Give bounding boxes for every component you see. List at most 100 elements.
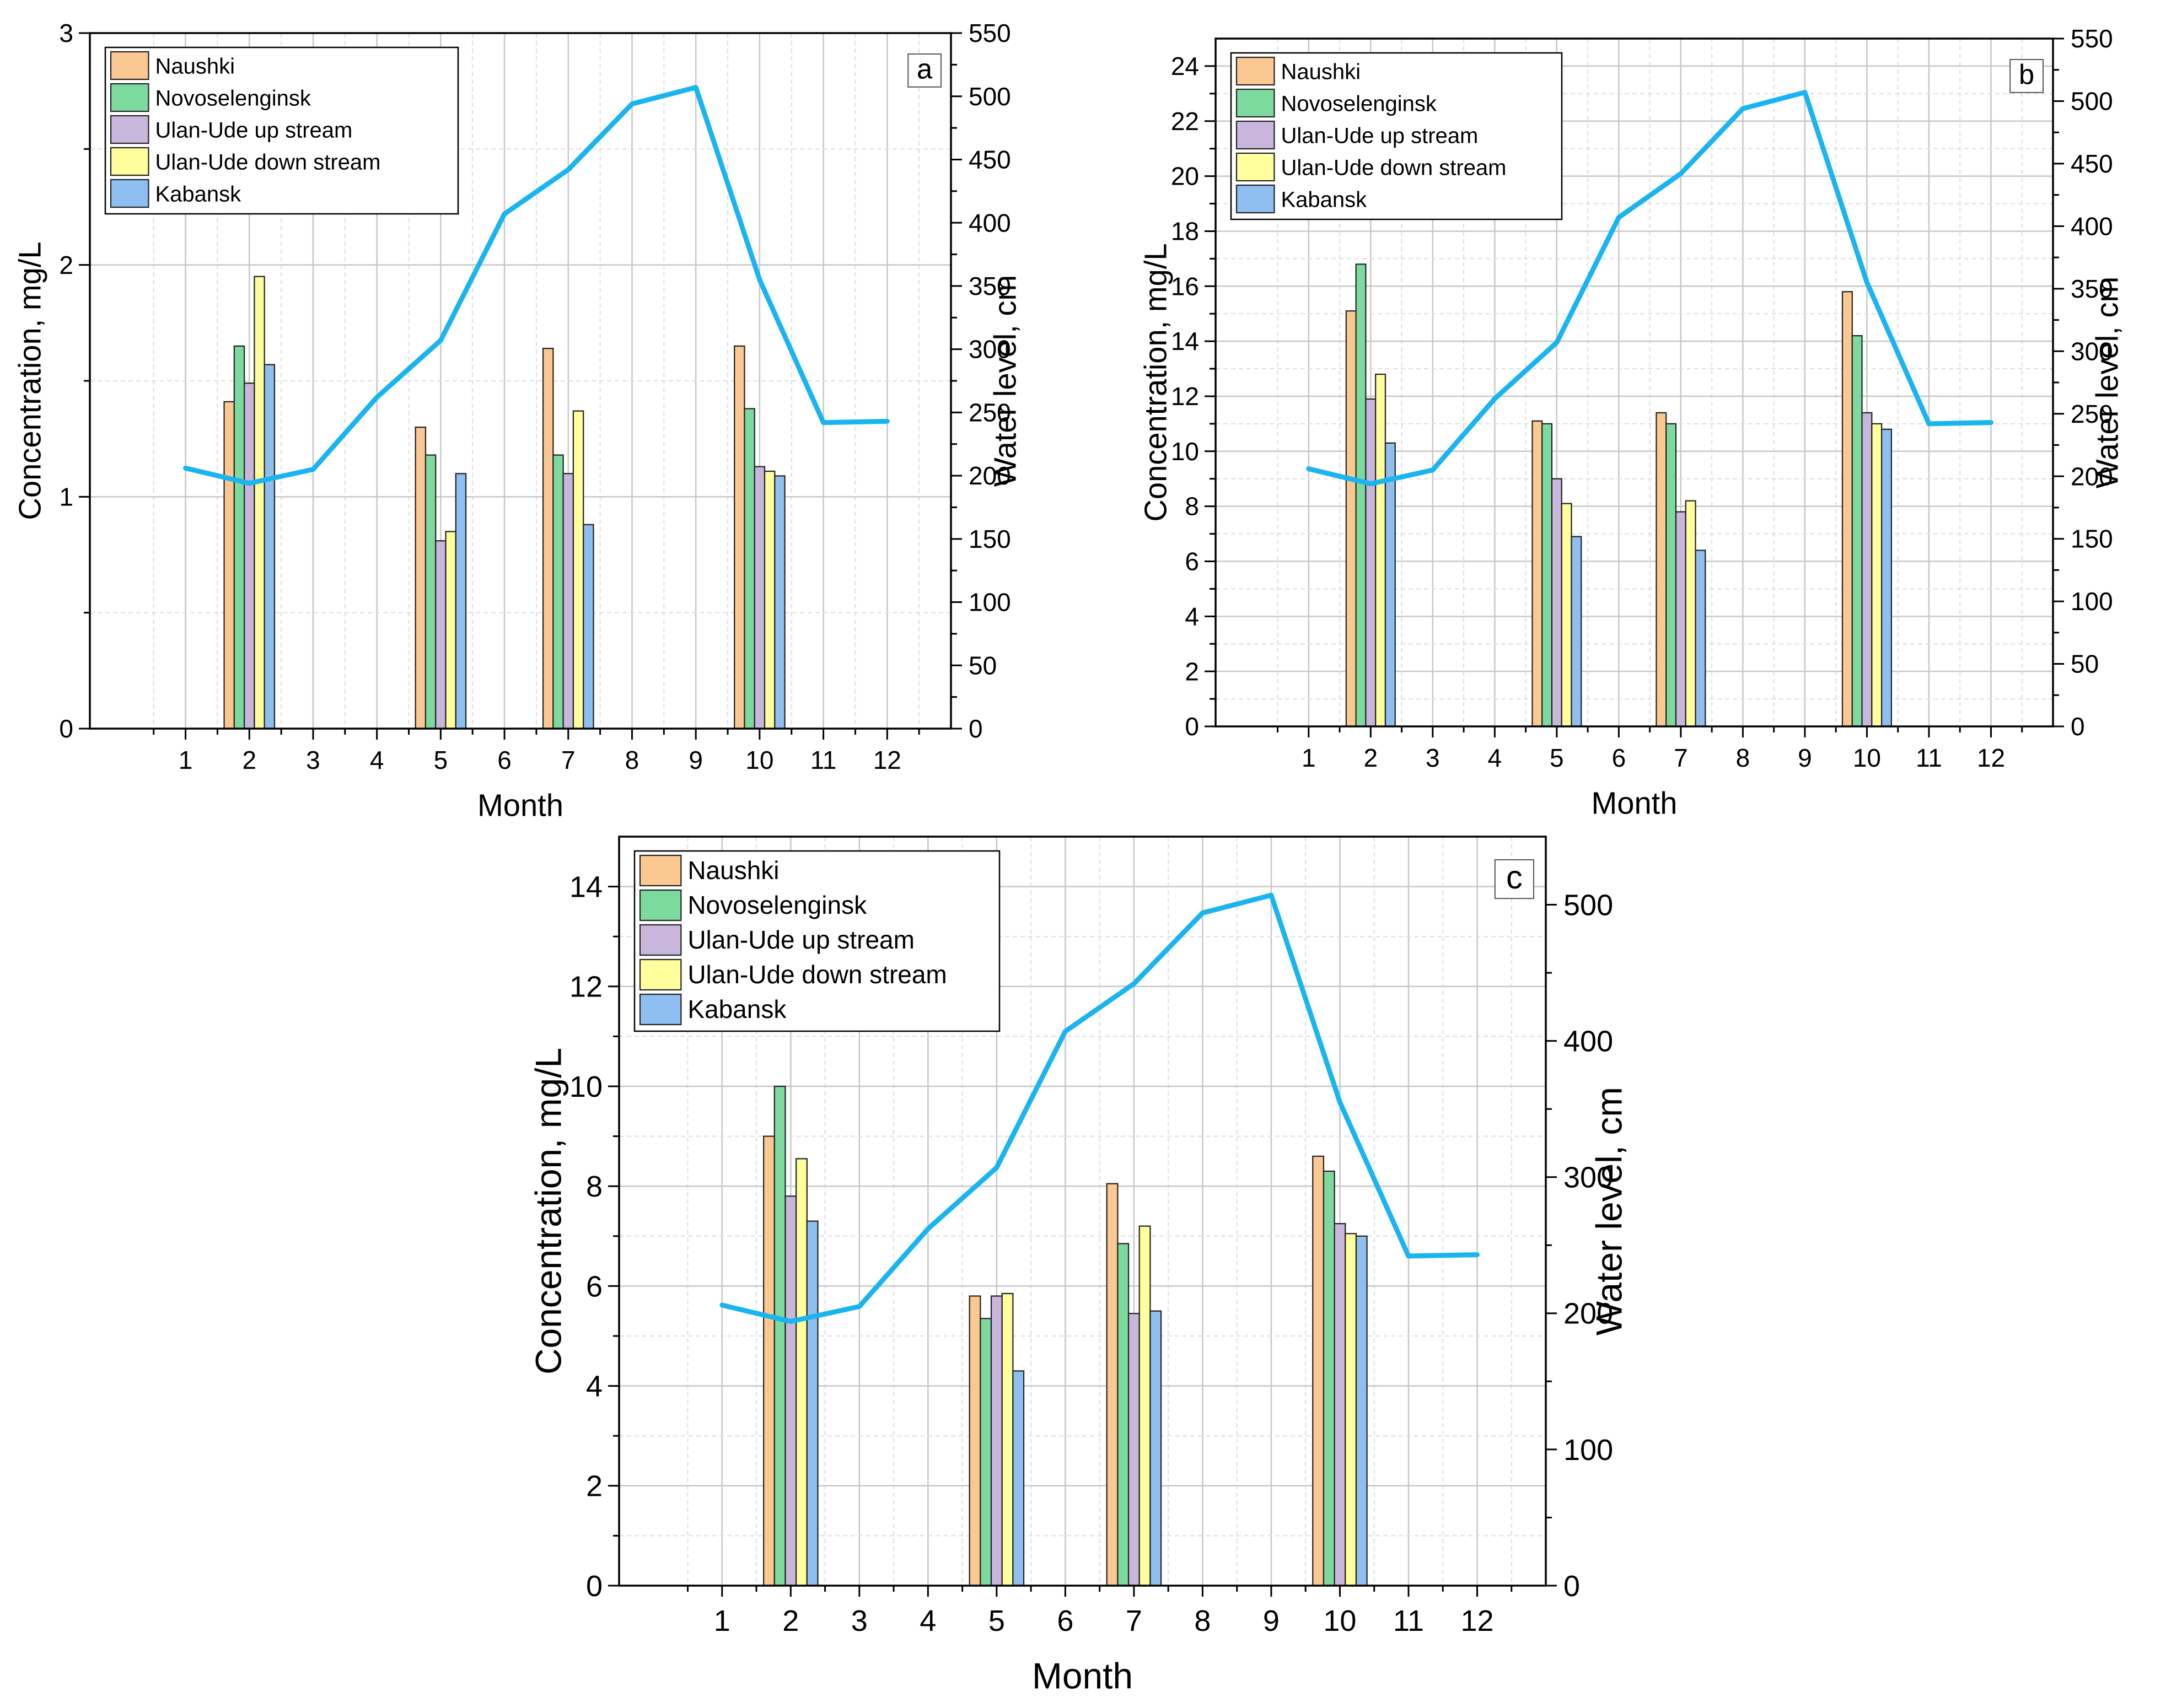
panel-label-box	[907, 53, 942, 88]
x-tick-label: 5	[434, 746, 448, 774]
bar-2-2-0	[784, 1195, 797, 1587]
y-tick-label: 16	[1171, 272, 1199, 300]
y2-tick-label: 0	[969, 714, 983, 743]
bar-0-4-0	[264, 364, 276, 730]
x-tick-label: 9	[689, 746, 703, 774]
legend-box	[1230, 52, 1563, 220]
bar-0-1-0	[233, 345, 245, 730]
plot-frame	[618, 836, 1547, 1587]
panel-label-box	[1494, 859, 1535, 899]
y-tick-label: 4	[1185, 602, 1199, 631]
y2-tick-label: 500	[2071, 87, 2113, 116]
bar-0-3-2	[572, 410, 584, 730]
bar-1-1-1	[1541, 423, 1553, 728]
bar-1-4-3	[1881, 428, 1892, 728]
legend-label: Ulan-Ude up stream	[687, 925, 915, 954]
y2-tick-label: 300	[969, 335, 1011, 364]
legend-label: Naushki	[1281, 60, 1361, 84]
legend-swatch	[639, 924, 682, 956]
y2-tick-label: 0	[2071, 712, 2085, 741]
bar-1-1-2	[1665, 423, 1677, 728]
bar-1-3-1	[1561, 503, 1572, 728]
y-axis-label: Concentration, mg/L	[12, 241, 47, 520]
y2-tick-label: 400	[2071, 212, 2113, 240]
x-tick-label: 8	[1194, 1604, 1211, 1637]
legend-swatch	[1235, 88, 1275, 118]
chart-panel-c: 1 2 3 4 5 6 7 8 9 10 11 120246810121401002003004005…	[528, 836, 1630, 1696]
y2-tick-label: 200	[1563, 1297, 1613, 1330]
x-tick-label: 6	[497, 746, 512, 774]
bar-1-3-0	[1375, 373, 1386, 728]
bar-0-4-3	[774, 475, 786, 730]
panel-label: b	[2019, 58, 2034, 90]
bar-1-3-2	[1685, 500, 1696, 728]
bar-1-0-2	[1656, 412, 1667, 728]
x-tick-label: 1	[714, 1604, 730, 1637]
legend-swatch	[110, 83, 149, 112]
y-tick-label: 0	[586, 1570, 603, 1603]
y-tick-label: 8	[586, 1170, 603, 1203]
y-tick-label: 18	[1171, 217, 1199, 246]
y2-tick-label: 350	[2071, 274, 2113, 303]
legend-label: Kabansk	[687, 995, 787, 1023]
legend-swatch	[110, 147, 149, 176]
bar-0-0-2	[542, 348, 554, 730]
y2-tick-label: 100	[2071, 587, 2113, 616]
bar-1-2-0	[1365, 398, 1377, 728]
y-tick-label: 4	[586, 1370, 603, 1403]
y-tick-label: 2	[1185, 657, 1199, 686]
x-tick-label: 10	[1853, 743, 1881, 772]
bar-2-2-3	[1334, 1223, 1346, 1587]
y2-tick-label: 550	[969, 19, 1011, 47]
bar-1-1-0	[1355, 263, 1367, 728]
x-tick-label: 7	[561, 746, 576, 774]
y-tick-label: 22	[1171, 107, 1199, 136]
bar-0-0-0	[223, 401, 235, 730]
legend: Naushki Novoselenginsk Ulan-Ude up stream U…	[104, 46, 459, 215]
y-tick-label: 24	[1171, 52, 1199, 80]
y2-tick-label: 0	[1563, 1570, 1580, 1603]
bar-2-4-0	[806, 1220, 819, 1587]
legend-label: Ulan-Ude up stream	[155, 118, 352, 142]
legend-swatch	[1235, 184, 1275, 214]
y2-tick-label: 50	[969, 651, 997, 680]
y-axis-label: Concentration, mg/L	[528, 1048, 569, 1375]
bar-2-1-0	[773, 1085, 786, 1587]
y2-tick-label: 500	[969, 82, 1011, 111]
x-tick-label: 8	[1736, 743, 1750, 772]
bar-0-0-1	[415, 427, 427, 730]
x-tick-label: 8	[625, 746, 639, 774]
legend-label: Ulan-Ude down stream	[687, 960, 947, 989]
y-tick-label: 6	[586, 1270, 603, 1303]
chart-panel-a: 1 2 3 4 5 6 7 8 9 10 11 120123050100150200250300350…	[12, 19, 1022, 823]
bar-0-1-1	[424, 454, 437, 730]
legend-swatch	[639, 993, 682, 1026]
y2-tick-label: 300	[1563, 1161, 1613, 1194]
legend-swatch	[110, 115, 149, 144]
y2-tick-label: 450	[2071, 149, 2113, 178]
y2-tick-label: 300	[2071, 337, 2113, 365]
bar-1-2-2	[1675, 511, 1686, 728]
y2-tick-label: 200	[969, 461, 1011, 490]
x-tick-label: 4	[920, 1604, 936, 1637]
water-level-line	[1306, 90, 1993, 487]
y-tick-label: 3	[59, 19, 73, 47]
bar-2-1-3	[1323, 1170, 1335, 1587]
bar-0-3-0	[254, 276, 265, 730]
x-tick-label: 4	[370, 746, 384, 774]
x-tick-label: 3	[1426, 743, 1440, 772]
y2-tick-label: 100	[969, 588, 1011, 617]
bar-0-1-2	[552, 454, 564, 730]
legend-label: Ulan-Ude up stream	[1281, 123, 1478, 148]
bar-2-3-2	[1138, 1225, 1151, 1587]
bar-2-2-1	[990, 1295, 1003, 1587]
bar-2-3-1	[1001, 1292, 1014, 1587]
y-tick-label: 12	[1171, 382, 1199, 411]
panel-label: c	[1506, 859, 1523, 896]
y-tick-label: 8	[1185, 492, 1199, 521]
legend-label: Kabansk	[1281, 187, 1367, 212]
y-tick-label: 1	[59, 482, 73, 511]
y-tick-label: 14	[1171, 327, 1199, 355]
bar-2-0-0	[763, 1135, 775, 1587]
y-tick-label: 20	[1171, 162, 1199, 191]
